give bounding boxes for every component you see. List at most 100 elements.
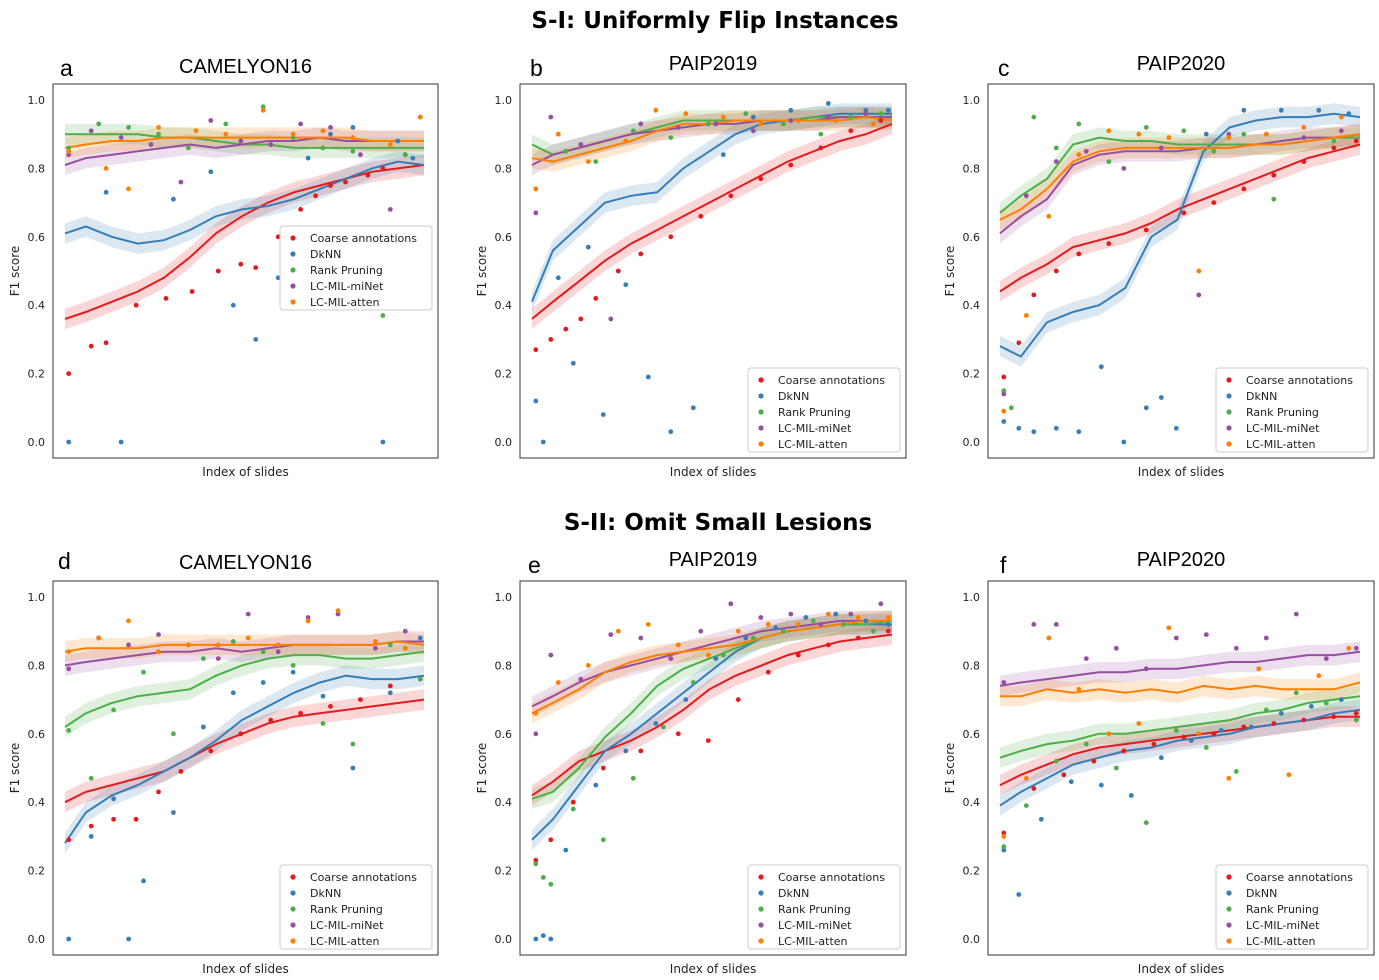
point-rank-pruning — [668, 135, 674, 141]
legend-box — [279, 864, 433, 950]
point-lc-mil-atten — [1166, 135, 1172, 141]
point-lc-mil-minet — [1173, 635, 1179, 641]
point-lc-mil-atten — [615, 628, 621, 634]
point-dknn — [1053, 425, 1059, 431]
point-lc-mil-minet — [1323, 656, 1329, 661]
point-coarse-annotations — [1076, 251, 1082, 257]
point-lc-mil-minet — [387, 207, 393, 212]
point-dknn — [1278, 107, 1284, 113]
point-lc-mil-atten — [350, 135, 356, 141]
point-rank-pruning — [223, 121, 229, 127]
band-dknn — [1000, 103, 1360, 367]
band-dknn — [532, 103, 892, 313]
point-rank-pruning — [1353, 717, 1359, 723]
legend-marker-dknn — [1226, 890, 1232, 896]
line-lc-mil-atten — [999, 133, 1361, 221]
point-rank-pruning — [780, 628, 786, 634]
point-coarse-annotations — [675, 731, 681, 737]
x-axis-label: Index of slides — [1138, 962, 1224, 976]
y-tick-label: 0.2 — [495, 368, 513, 381]
panel-title-d: CAMELYON16 — [179, 552, 312, 574]
point-rank-pruning — [705, 121, 711, 127]
line-lc-mil-minet — [999, 650, 1361, 687]
band-lc-mil-atten — [532, 610, 892, 724]
point-rank-pruning — [1143, 820, 1149, 826]
point-lc-mil-atten — [645, 622, 651, 627]
y-tick-label: 0.4 — [28, 299, 46, 312]
legend-label-rank-pruning: Rank Pruning — [310, 903, 383, 916]
point-lc-mil-minet — [638, 635, 644, 641]
band-coarse-annotations — [65, 689, 424, 813]
point-dknn — [533, 398, 539, 404]
point-coarse-annotations — [1061, 772, 1067, 778]
point-lc-mil-minet — [238, 138, 244, 144]
point-lc-mil-minet — [848, 611, 854, 617]
point-rank-pruning — [810, 618, 816, 624]
point-dknn — [600, 412, 606, 417]
legend-label-lc-mil-minet: LC-MIL-miNet — [1246, 919, 1320, 932]
point-lc-mil-atten — [1136, 721, 1142, 726]
point-coarse-annotations — [178, 769, 184, 774]
point-dknn — [1128, 793, 1134, 798]
point-lc-mil-atten — [533, 710, 539, 716]
point-lc-mil-minet — [305, 615, 311, 620]
point-rank-pruning — [126, 125, 131, 130]
line-rank-pruning — [999, 695, 1361, 759]
y-tick-label: 0.0 — [28, 436, 46, 449]
point-coarse-annotations — [163, 296, 169, 301]
line-coarse-annotations — [531, 122, 893, 320]
point-rank-pruning — [1323, 700, 1329, 706]
legend-marker-coarse-annotations — [1226, 874, 1232, 880]
legend-marker-coarse-annotations — [1226, 377, 1232, 383]
point-rank-pruning — [848, 114, 854, 120]
point-coarse-annotations — [253, 265, 259, 270]
point-lc-mil-atten — [103, 166, 109, 171]
point-rank-pruning — [387, 642, 393, 648]
point-dknn — [1203, 131, 1209, 137]
band-lc-mil-atten — [65, 631, 424, 662]
point-coarse-annotations — [215, 268, 221, 274]
point-lc-mil-minet — [608, 316, 614, 322]
legend-label-lc-mil-atten: LC-MIL-atten — [310, 935, 380, 948]
y-tick-label: 0.0 — [963, 933, 981, 946]
point-coarse-annotations — [133, 816, 139, 822]
legend-marker-coarse-annotations — [290, 235, 296, 241]
point-rank-pruning — [141, 669, 146, 675]
point-lc-mil-atten — [417, 114, 423, 120]
point-lc-mil-atten — [675, 642, 681, 648]
point-lc-mil-minet — [578, 676, 584, 682]
legend-marker-rank-pruning — [290, 267, 296, 273]
point-coarse-annotations — [1091, 758, 1097, 764]
y-tick-label: 1.0 — [495, 591, 513, 604]
point-coarse-annotations — [848, 128, 854, 134]
y-tick-label: 1.0 — [495, 94, 513, 107]
y-tick-label: 0.6 — [28, 231, 46, 244]
y-tick-label: 0.8 — [28, 162, 46, 175]
panel-letter-e: e — [528, 552, 541, 578]
y-tick-label: 0.6 — [495, 231, 513, 244]
point-lc-mil-atten — [1023, 775, 1029, 781]
y-tick-label: 0.0 — [495, 436, 513, 449]
point-lc-mil-atten — [66, 649, 72, 655]
y-axis-label: F1 score — [943, 743, 957, 794]
point-dknn — [201, 724, 206, 730]
band-rank-pruning — [65, 641, 424, 738]
legend-label-dknn: DkNN — [310, 887, 341, 900]
y-tick-label: 0.6 — [963, 728, 981, 741]
point-lc-mil-atten — [1076, 686, 1082, 692]
point-rank-pruning — [111, 707, 116, 713]
point-rank-pruning — [818, 131, 824, 137]
legend-label-lc-mil-atten: LC-MIL-atten — [310, 296, 380, 309]
point-coarse-annotations — [380, 166, 386, 171]
point-coarse-annotations — [855, 635, 861, 641]
point-lc-mil-atten — [1023, 313, 1029, 318]
point-rank-pruning — [743, 111, 749, 117]
point-rank-pruning — [750, 635, 756, 641]
point-dknn — [645, 374, 651, 380]
point-coarse-annotations — [103, 340, 109, 346]
band-dknn — [65, 665, 424, 854]
legend-marker-lc-mil-atten — [1226, 938, 1232, 944]
point-lc-mil-minet — [548, 114, 554, 120]
point-lc-mil-atten — [1196, 731, 1202, 737]
